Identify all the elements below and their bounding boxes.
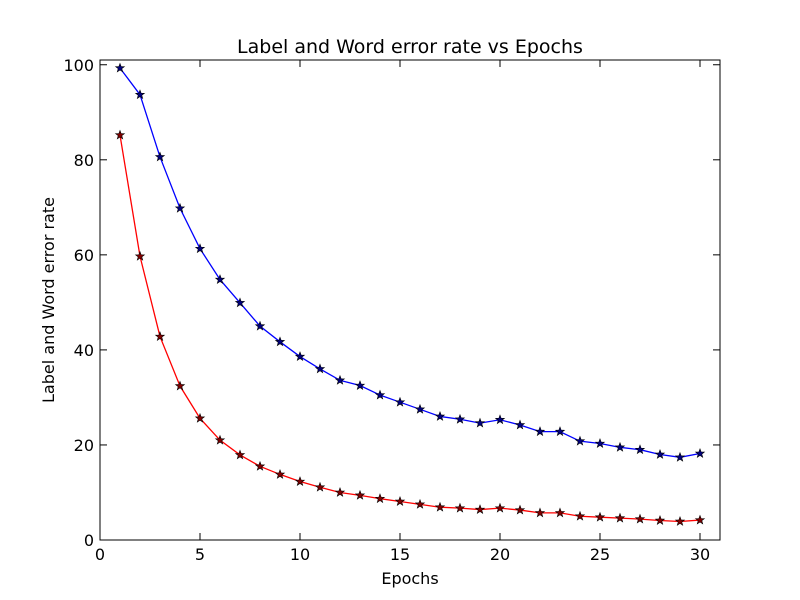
data-point bbox=[274, 468, 286, 479]
data-point bbox=[574, 510, 586, 521]
data-point bbox=[654, 515, 666, 525]
data-point bbox=[634, 513, 646, 524]
data-point bbox=[354, 489, 366, 500]
data-point bbox=[694, 514, 706, 525]
data-point bbox=[414, 498, 426, 509]
plot-area bbox=[114, 62, 706, 526]
data-point bbox=[254, 320, 266, 331]
data-point bbox=[474, 504, 486, 515]
data-point bbox=[454, 413, 466, 424]
x-tick-label: 15 bbox=[390, 545, 410, 564]
data-point bbox=[434, 501, 446, 512]
data-point bbox=[334, 374, 346, 385]
data-point bbox=[214, 274, 226, 285]
data-point bbox=[194, 412, 206, 423]
data-point bbox=[314, 481, 326, 492]
x-axis-label: Epochs bbox=[381, 569, 438, 588]
data-point bbox=[194, 243, 206, 254]
x-tick-label: 10 bbox=[290, 545, 310, 564]
plot-frame bbox=[99, 59, 721, 541]
data-point bbox=[274, 336, 286, 347]
data-point bbox=[174, 380, 186, 391]
data-point bbox=[574, 435, 586, 446]
x-tick-label: 25 bbox=[590, 545, 610, 564]
data-point bbox=[654, 448, 666, 459]
data-point bbox=[234, 449, 246, 460]
data-point bbox=[254, 460, 266, 471]
x-tick-label: 0 bbox=[95, 545, 105, 564]
data-point bbox=[174, 202, 186, 213]
y-axis-label: Label and Word error rate bbox=[39, 197, 58, 403]
y-tick-label: 40 bbox=[74, 341, 94, 360]
data-point bbox=[134, 250, 146, 261]
data-point bbox=[374, 493, 386, 504]
data-point bbox=[634, 444, 646, 455]
data-point bbox=[614, 512, 626, 523]
y-tick-label: 60 bbox=[74, 246, 94, 265]
y-tick-label: 0 bbox=[84, 531, 94, 550]
y-tick-label: 20 bbox=[74, 436, 94, 455]
series-line-1 bbox=[119, 134, 701, 523]
data-point bbox=[314, 363, 326, 374]
data-point bbox=[294, 351, 306, 361]
x-tick-label: 5 bbox=[195, 545, 205, 564]
data-point bbox=[674, 515, 686, 526]
data-point bbox=[114, 129, 126, 140]
data-point bbox=[494, 414, 506, 425]
data-point bbox=[594, 511, 606, 522]
data-point bbox=[154, 151, 166, 162]
data-point bbox=[434, 410, 446, 421]
data-point bbox=[494, 502, 506, 513]
data-point bbox=[554, 507, 566, 518]
data-point bbox=[294, 476, 306, 486]
data-point bbox=[394, 496, 406, 506]
data-point bbox=[674, 451, 686, 462]
data-point bbox=[534, 507, 546, 518]
data-point bbox=[694, 448, 706, 458]
series-line-0 bbox=[119, 67, 701, 458]
data-point bbox=[514, 419, 526, 430]
data-point bbox=[554, 426, 566, 437]
data-point bbox=[134, 89, 146, 100]
y-tick-label: 100 bbox=[63, 56, 94, 75]
data-point bbox=[214, 434, 226, 445]
data-point bbox=[234, 297, 246, 308]
axis-ticks: 0 5 10 15 20 25 30 0 20 40 60 80 100 bbox=[63, 56, 720, 564]
data-point bbox=[354, 380, 366, 390]
data-point bbox=[334, 487, 346, 497]
data-point bbox=[114, 62, 126, 73]
chart-title: Label and Word error rate vs Epochs bbox=[237, 36, 583, 58]
data-point bbox=[374, 389, 386, 400]
y-tick-label: 80 bbox=[74, 151, 94, 170]
data-point bbox=[394, 396, 406, 407]
data-point bbox=[534, 426, 546, 437]
x-tick-label: 20 bbox=[490, 545, 510, 564]
data-point bbox=[514, 504, 526, 515]
data-point bbox=[154, 331, 166, 342]
x-tick-label: 30 bbox=[690, 545, 710, 564]
data-point bbox=[454, 502, 466, 513]
data-point bbox=[594, 438, 606, 448]
data-point bbox=[614, 441, 626, 452]
data-point bbox=[414, 403, 426, 414]
data-point bbox=[474, 417, 486, 428]
